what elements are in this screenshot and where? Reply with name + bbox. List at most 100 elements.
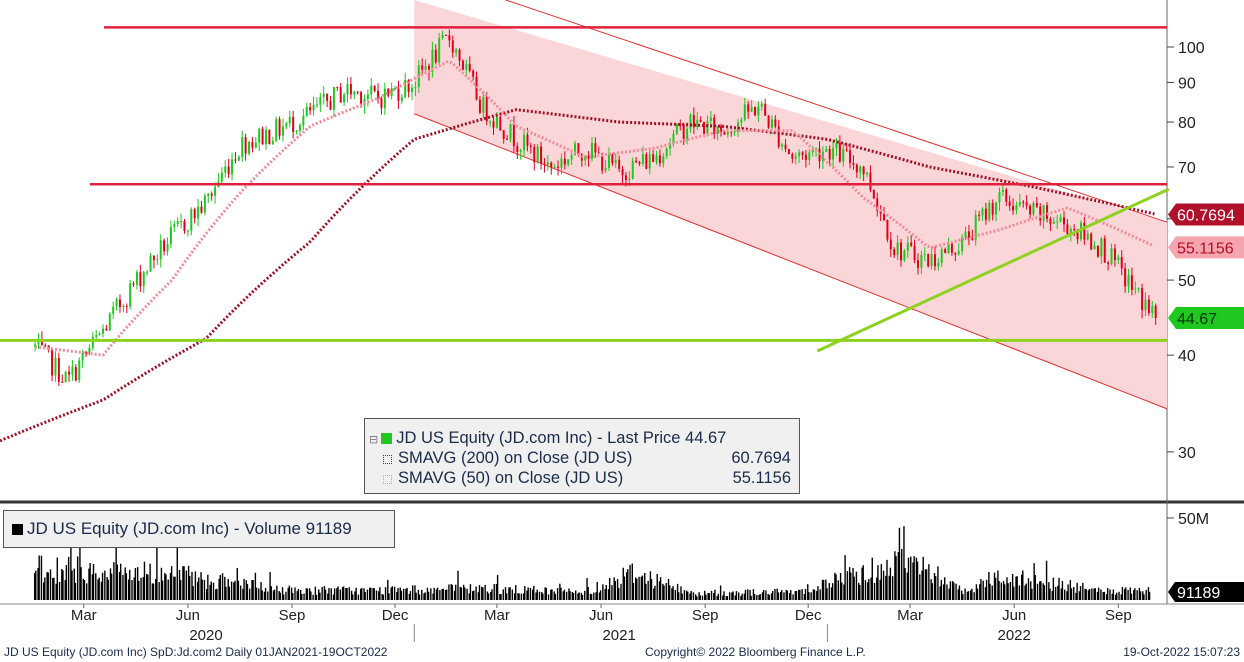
volume-bar [676,583,679,600]
volume-bar [1123,588,1126,600]
candle-body [404,80,407,98]
volume-bar [517,593,519,600]
x-tick-label: Mar [897,607,923,624]
candle-body [594,143,597,153]
collapse-icon[interactable]: ⊟ [369,434,379,446]
volume-bar [65,564,68,600]
volume-bar [493,584,495,600]
volume-bar [52,578,54,600]
volume-bar [723,591,725,600]
candle-body [950,243,953,253]
candle-body [1130,275,1133,290]
volume-bar [53,577,55,600]
volume-bar [251,580,253,600]
volume-bar [998,581,1000,600]
candle-body [1134,289,1137,291]
volume-bar [681,593,683,600]
volume-bar [550,589,552,600]
volume-bar [242,588,244,600]
volume-bar [86,583,88,600]
volume-bar [194,571,197,600]
volume-bar [254,572,257,600]
candle-body [1137,288,1140,290]
volume-bar [906,572,909,600]
volume-bar [1060,588,1063,600]
candle-body [44,345,47,347]
volume-bar [825,579,827,600]
volume-bar [67,556,70,600]
volume-bar [640,576,643,600]
candle-body [400,97,403,101]
candle-body [886,220,889,240]
volume-bar [852,568,854,600]
candle-body [173,224,176,228]
channel-upper-line [504,0,1168,223]
candle-body [254,142,257,148]
volume-bar [897,552,900,600]
candle-body [197,206,200,219]
volume-bar [803,594,806,600]
candle-body [1001,189,1004,192]
volume-bar [355,587,357,600]
volume-bar [580,592,583,600]
volume-bar [264,588,267,600]
volume-bar [239,585,242,600]
candle-body [74,366,77,381]
volume-bar [859,584,861,600]
candle-body [1120,257,1123,269]
volume-bar [243,578,245,600]
volume-bar [864,580,867,600]
candle-body [1073,229,1076,231]
candle-body [784,144,787,150]
volume-bar [907,557,910,600]
candle-body [278,119,281,136]
candle-body [1035,203,1038,207]
volume-bar [466,588,468,600]
volume-bar [397,588,399,600]
volume-bar [513,593,516,600]
volume-bar [966,591,969,600]
volume-bar [357,594,360,600]
candle-body [132,283,135,285]
candle-body [533,146,536,163]
volume-bar [196,581,199,600]
candle-body [937,263,940,267]
volume-bar [1125,587,1127,600]
candle-body [811,149,814,153]
candle-body [845,149,848,151]
candle-body [156,259,159,261]
volume-bar [1025,583,1027,600]
volume-bar [599,590,602,600]
volume-bar [306,588,309,600]
volume-legend: JD US Equity (JD.com Inc) - Volume 91189 [3,510,395,548]
volume-bar [279,592,281,600]
volume-bar [192,586,194,600]
volume-bar [255,587,258,600]
candle-body [590,143,593,159]
volume-bar [372,588,374,600]
volume-bar [169,572,172,600]
volume-bar [1114,594,1117,600]
volume-bar [882,570,885,600]
candle-body [458,49,461,61]
sma50-line [34,60,1155,357]
volume-bar [71,570,73,600]
volume-bar [321,587,323,600]
candle-body [995,202,998,215]
volume-bar [1087,590,1090,600]
volume-bar [616,579,619,600]
volume-bar [448,584,450,600]
volume-bar [1121,587,1124,600]
volume-bar [1022,570,1024,600]
volume-bar [571,592,574,600]
volume-bar [622,567,624,600]
volume-bar [1133,590,1135,600]
candle-body [927,254,930,267]
candle-body [292,116,295,132]
volume-bar [904,568,906,600]
volume-bar [1100,589,1102,600]
volume-bar [894,551,896,600]
candle-body [135,272,138,285]
candle-body [1103,238,1106,263]
candle-body [842,149,845,162]
